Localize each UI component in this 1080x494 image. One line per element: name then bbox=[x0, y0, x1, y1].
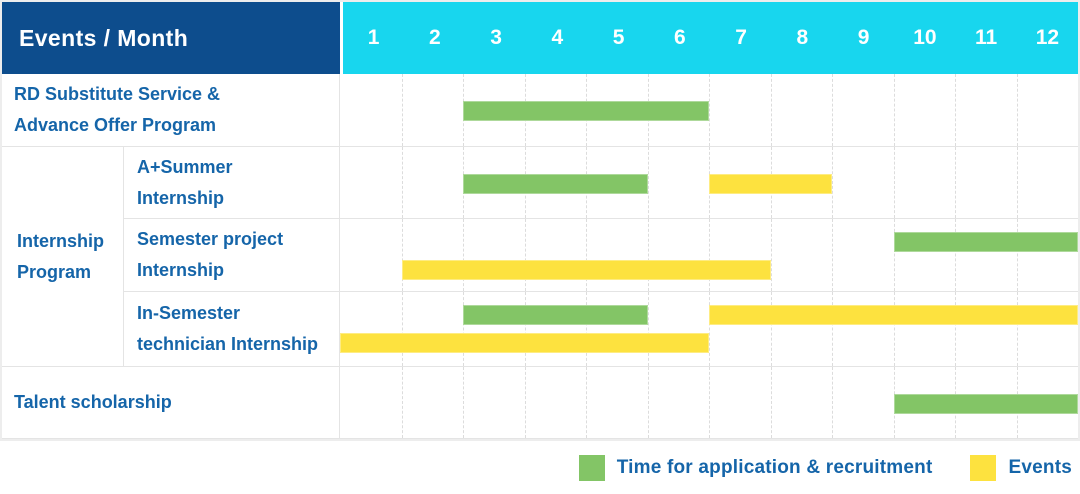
month-gridline bbox=[770, 219, 772, 291]
month-gridline bbox=[647, 367, 649, 438]
month-gridline bbox=[832, 367, 833, 438]
chart-row-semester-project bbox=[340, 219, 1078, 292]
month-gridline bbox=[463, 367, 464, 438]
row-label-talent-scholarship: Talent scholarship bbox=[2, 367, 340, 439]
application-bar bbox=[463, 101, 709, 121]
month-gridline bbox=[770, 367, 772, 438]
month-gridline bbox=[401, 74, 403, 146]
month-gridline bbox=[709, 367, 710, 438]
month-header-cell: 1 bbox=[367, 26, 380, 49]
month-gridline bbox=[955, 292, 956, 366]
month-header-cell: 4 bbox=[551, 26, 564, 49]
month-gridline bbox=[893, 292, 895, 366]
month-header-cell: 5 bbox=[612, 26, 625, 49]
application-bar bbox=[893, 394, 1078, 414]
chart-row-a-plus-summer bbox=[340, 147, 1078, 219]
application-bar bbox=[463, 305, 648, 325]
row-label-semester-project: Semester project Internship bbox=[124, 219, 340, 292]
month-header-cell: 9 bbox=[857, 26, 870, 49]
legend: Time for application & recruitment Event… bbox=[0, 441, 1080, 494]
row-label-rd-substitute: RD Substitute Service & Advance Offer Pr… bbox=[2, 74, 340, 147]
month-gridline bbox=[709, 292, 710, 366]
month-header-cell: 11 bbox=[975, 26, 998, 49]
month-header-row: 1 2 3 4 5 6 7 8 9 10 11 12 bbox=[340, 2, 1078, 74]
month-gridline bbox=[709, 219, 710, 291]
month-gridline bbox=[463, 219, 464, 291]
legend-events-label: Events bbox=[1008, 456, 1072, 478]
month-gridline bbox=[1016, 292, 1018, 366]
month-header-cell: 3 bbox=[490, 26, 502, 49]
legend-application-swatch bbox=[578, 454, 605, 481]
month-gridline bbox=[1016, 74, 1018, 146]
row-label-a-plus-summer: A+Summer Internship bbox=[124, 147, 340, 219]
month-gridline bbox=[401, 219, 403, 291]
month-gridline bbox=[832, 219, 833, 291]
month-gridline bbox=[893, 74, 895, 146]
event-bar bbox=[340, 333, 709, 353]
month-gridline bbox=[893, 147, 895, 218]
month-gridline bbox=[586, 367, 587, 438]
month-gridline bbox=[1016, 219, 1018, 291]
table-title: Events / Month bbox=[2, 2, 340, 74]
month-gridline bbox=[647, 292, 649, 366]
month-header-cell: 12 bbox=[1035, 26, 1060, 49]
application-bar bbox=[893, 232, 1078, 252]
month-gridline bbox=[770, 74, 772, 146]
month-gridline bbox=[524, 219, 526, 291]
month-header-cell: 8 bbox=[796, 26, 809, 49]
chart-row-in-semester-technician bbox=[340, 292, 1078, 367]
events-month-table: Events / Month 1 2 3 4 5 6 7 8 9 10 11 12 RD Substi… bbox=[0, 0, 1080, 441]
event-bar bbox=[709, 174, 832, 194]
event-bar bbox=[401, 260, 771, 280]
month-gridline bbox=[401, 367, 403, 438]
event-bar bbox=[709, 305, 1078, 325]
month-gridline bbox=[832, 292, 833, 366]
month-gridline bbox=[1016, 147, 1018, 218]
month-gridline bbox=[401, 147, 403, 218]
month-gridline bbox=[586, 292, 587, 366]
application-bar bbox=[463, 174, 648, 194]
month-gridline bbox=[955, 147, 956, 218]
month-gridline bbox=[463, 292, 464, 366]
month-gridline bbox=[770, 292, 772, 366]
month-gridline bbox=[647, 219, 649, 291]
row-label-in-semester-technician: In-Semester technician Internship bbox=[124, 292, 340, 367]
group-label-internship-program: Internship Program bbox=[2, 147, 124, 367]
month-gridline bbox=[647, 147, 649, 218]
month-gridline bbox=[955, 74, 956, 146]
month-header-cell: 10 bbox=[913, 26, 937, 49]
month-gridline bbox=[709, 74, 710, 146]
month-gridline bbox=[401, 292, 403, 366]
month-gridline bbox=[893, 219, 895, 291]
month-gridline bbox=[832, 147, 833, 218]
chart-row-rd-substitute bbox=[340, 74, 1078, 147]
month-gridline bbox=[955, 219, 956, 291]
month-header-cell: 2 bbox=[429, 26, 441, 49]
legend-events-swatch bbox=[970, 454, 997, 481]
legend-application-label: Time for application & recruitment bbox=[616, 456, 933, 478]
month-gridline bbox=[524, 367, 526, 438]
month-gridline bbox=[524, 292, 526, 366]
month-gridline bbox=[586, 219, 587, 291]
month-gridline bbox=[832, 74, 833, 146]
month-header-cell: 7 bbox=[735, 26, 747, 49]
chart-row-talent-scholarship bbox=[340, 367, 1078, 439]
month-header-cell: 6 bbox=[674, 26, 686, 49]
